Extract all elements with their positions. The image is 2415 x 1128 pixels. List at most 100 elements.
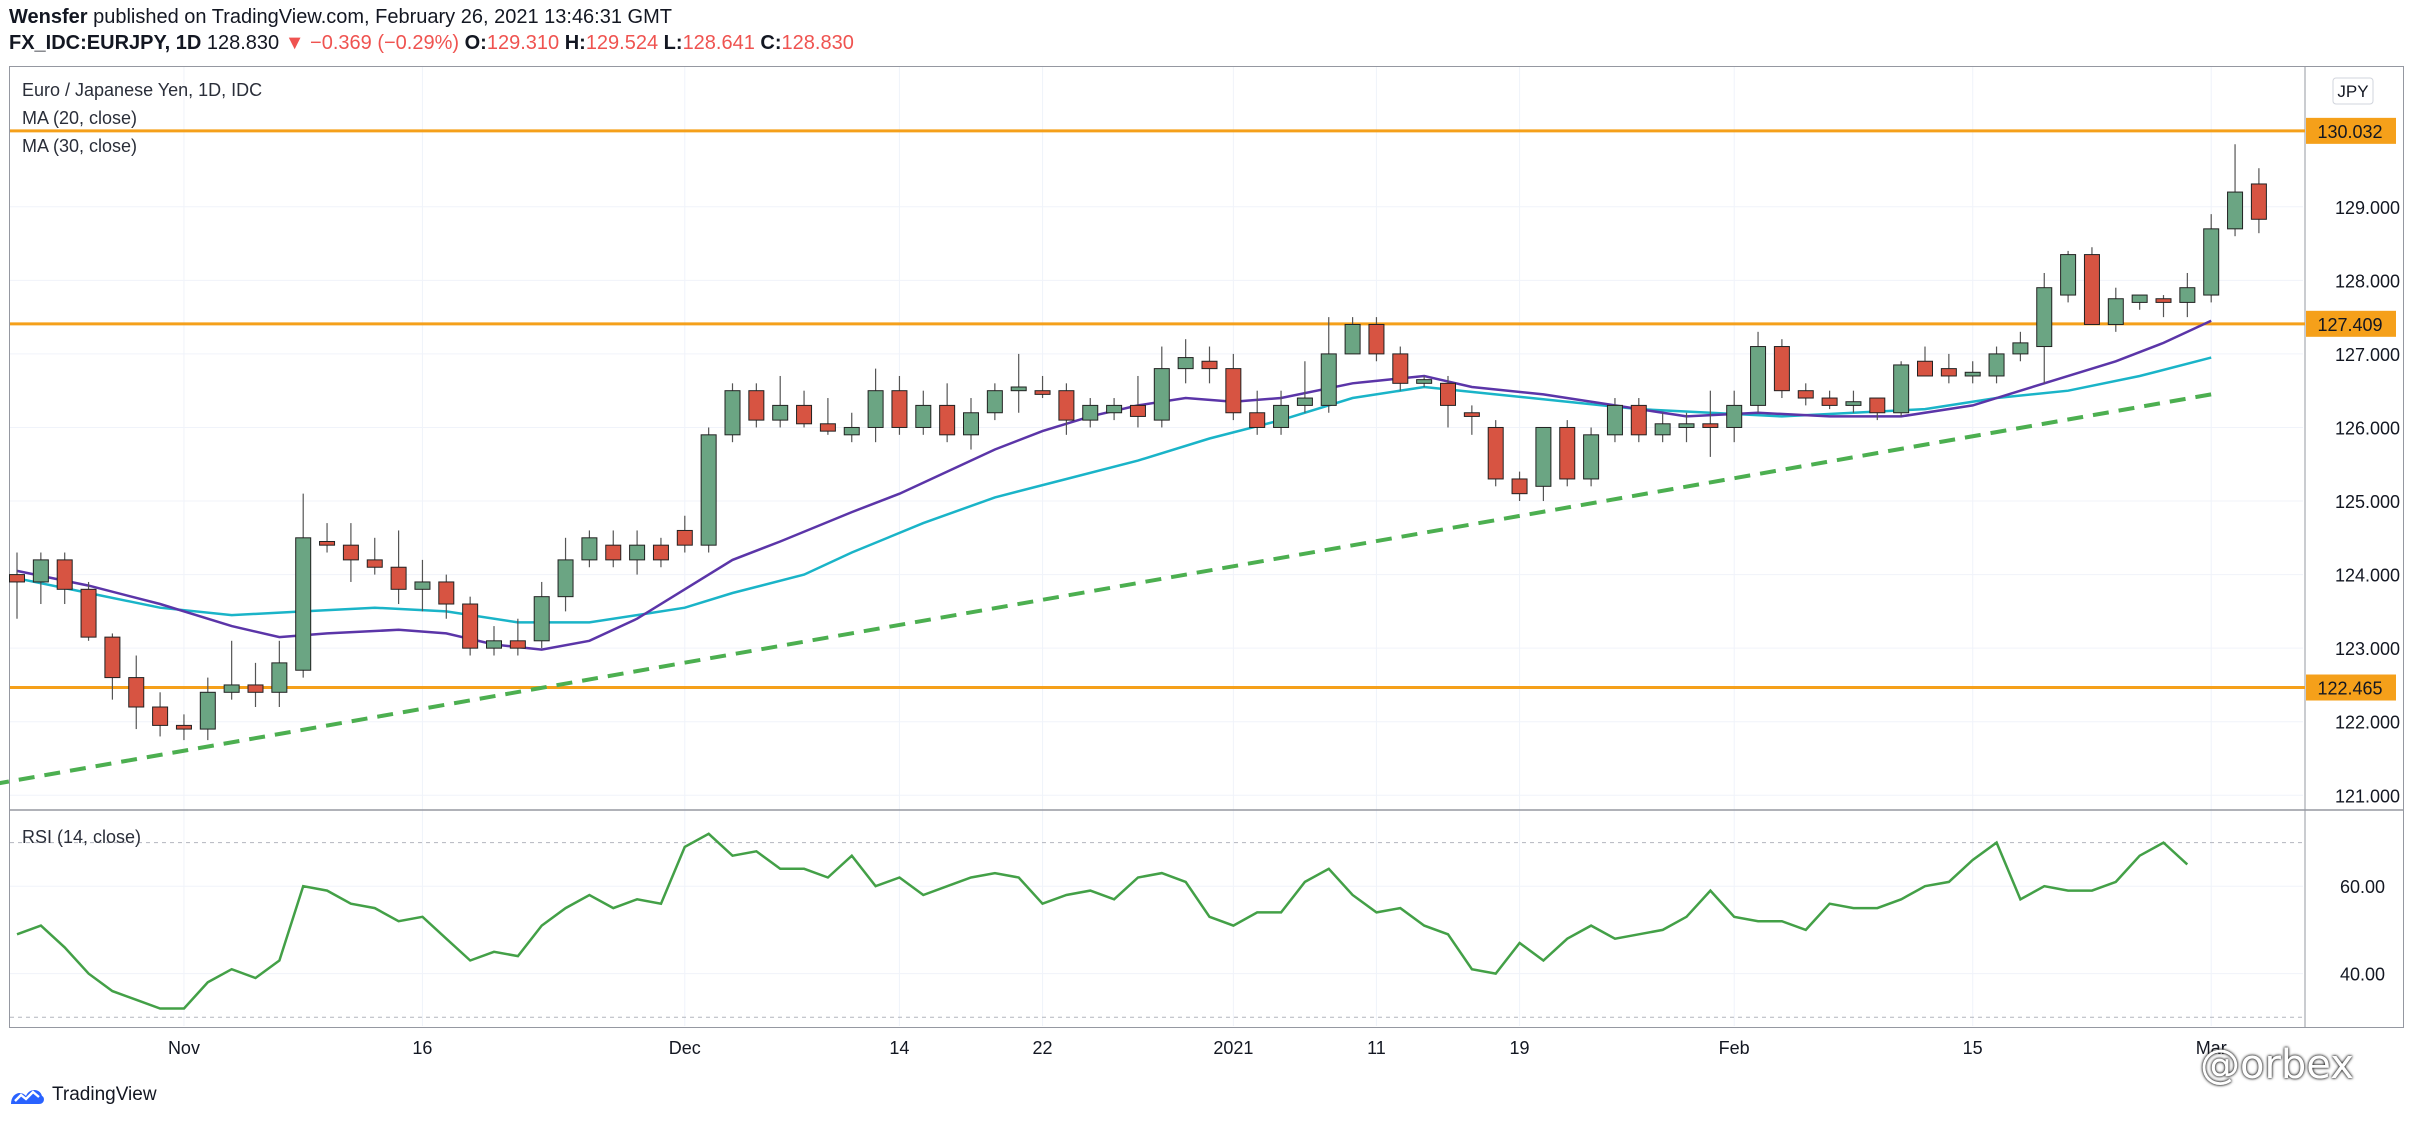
candle-up (1750, 346, 1767, 406)
candle-up (1010, 386, 1027, 392)
candle-down (652, 544, 669, 561)
candle-up (2179, 287, 2196, 303)
candle-down (2155, 298, 2172, 303)
rsi-tick-label: 40.00 (2340, 965, 2385, 985)
x-tick-label: 19 (1510, 1038, 1530, 1058)
trend-line (0, 392, 2212, 786)
candle-down (9, 574, 25, 583)
candle-up (1654, 423, 1671, 436)
candle-down (175, 724, 192, 730)
candle-up (1082, 404, 1099, 421)
rsi-tick-label: 60.00 (2340, 877, 2385, 897)
candle-up (1678, 423, 1695, 428)
candle-up (1344, 323, 1361, 355)
legend-rsi: RSI (14, close) (22, 827, 142, 847)
candle-up (986, 390, 1003, 414)
level-label: 127.409 (2317, 315, 2382, 335)
y-tick-label: 121.000 (2335, 786, 2400, 806)
candle-down (1940, 368, 1957, 377)
candle-up (295, 537, 312, 671)
publish-info: published on TradingView.com, February 2… (93, 6, 672, 28)
quote-line: FX_IDC:EURJPY, 1D 128.830 ▼ −0.369 (−0.2… (9, 32, 854, 55)
candle-down (1440, 382, 1456, 406)
orbex-watermark: @orbex (2200, 1042, 2354, 1088)
y-tick-label: 122.000 (2335, 713, 2400, 733)
candle-down (247, 684, 264, 693)
candle-down (1463, 412, 1480, 417)
candle-up (1535, 426, 1552, 487)
legend-ma20: MA (20, close) (22, 108, 138, 128)
candle-down (509, 640, 526, 649)
candle-up (1893, 364, 1910, 414)
candle-down (819, 423, 836, 432)
candle-up (533, 596, 550, 642)
brand-label: TradingView (52, 1084, 157, 1105)
candle-down (1821, 397, 1838, 406)
y-tick-label: 126.000 (2335, 418, 2400, 438)
candle-up (1106, 404, 1123, 414)
candle-up (32, 559, 49, 583)
x-tick-label: Mar (2196, 1038, 2227, 1058)
level-label: 130.032 (2317, 122, 2382, 142)
symbol-label: FX_IDC:EURJPY, 1D (9, 32, 202, 54)
x-tick-label: 15 (1963, 1038, 1983, 1058)
candle-down (390, 566, 407, 590)
candle-down (748, 390, 765, 421)
candle-up (414, 581, 431, 590)
level-tag (2306, 310, 2396, 337)
candle-down (438, 581, 455, 605)
legend-title: Euro / Japanese Yen, 1D, IDC (22, 80, 263, 100)
candle-down (128, 677, 145, 708)
candle-down (104, 636, 121, 679)
level-label: 122.465 (2317, 679, 2382, 699)
candle-down (1559, 426, 1576, 480)
x-tick-label: 22 (1033, 1038, 1053, 1058)
candle-up (867, 390, 884, 428)
publish-line: Wensfer published on TradingView.com, Fe… (9, 6, 672, 29)
candle-up (1988, 353, 2005, 377)
candle-up (629, 544, 646, 561)
candle-up (223, 684, 240, 693)
candle-up (843, 426, 860, 436)
candle-up (271, 662, 288, 693)
y-tick-label: 129.000 (2335, 198, 2400, 218)
candle-up (2012, 342, 2029, 355)
candle-up (1606, 404, 1623, 436)
candle-down (342, 544, 359, 561)
candle-down (1129, 404, 1146, 417)
x-tick-label: 16 (412, 1038, 432, 1058)
x-tick-label: Dec (669, 1038, 701, 1058)
x-tick-label: 2021 (1213, 1038, 1253, 1058)
publisher-name: Wensfer (9, 6, 88, 28)
candle-up (772, 404, 789, 421)
candle-down (939, 404, 956, 436)
x-tick-label: Nov (168, 1038, 200, 1058)
candle-up (2060, 254, 2077, 296)
close-label: C: (760, 32, 782, 54)
candle-down (676, 529, 693, 546)
candle-up (2107, 298, 2124, 325)
candle-up (2036, 287, 2053, 348)
candle-down (1797, 390, 1814, 399)
y-tick-label: 123.000 (2335, 639, 2400, 659)
candle-up (1177, 357, 1194, 370)
y-tick-label: 128.000 (2335, 271, 2400, 291)
candle-up (486, 640, 502, 649)
candle-down (152, 706, 169, 726)
candle-down (2250, 183, 2267, 220)
x-tick-label: 14 (889, 1038, 909, 1058)
candle-up (1845, 401, 1862, 406)
candle-down (1869, 397, 1886, 414)
candle-down (56, 559, 73, 590)
candle-down (1034, 390, 1051, 395)
tradingview-brand[interactable]: TradingView (9, 1084, 157, 1106)
open-value: 129.310 (486, 32, 560, 54)
open-label: O: (464, 32, 487, 54)
candle-down (1058, 390, 1075, 421)
currency-label: JPY (2337, 82, 2368, 101)
low-label: L: (663, 32, 683, 54)
candle-down (605, 544, 622, 561)
candle-down (891, 390, 908, 428)
price-change: ▼ −0.369 (−0.29%) (284, 32, 460, 54)
